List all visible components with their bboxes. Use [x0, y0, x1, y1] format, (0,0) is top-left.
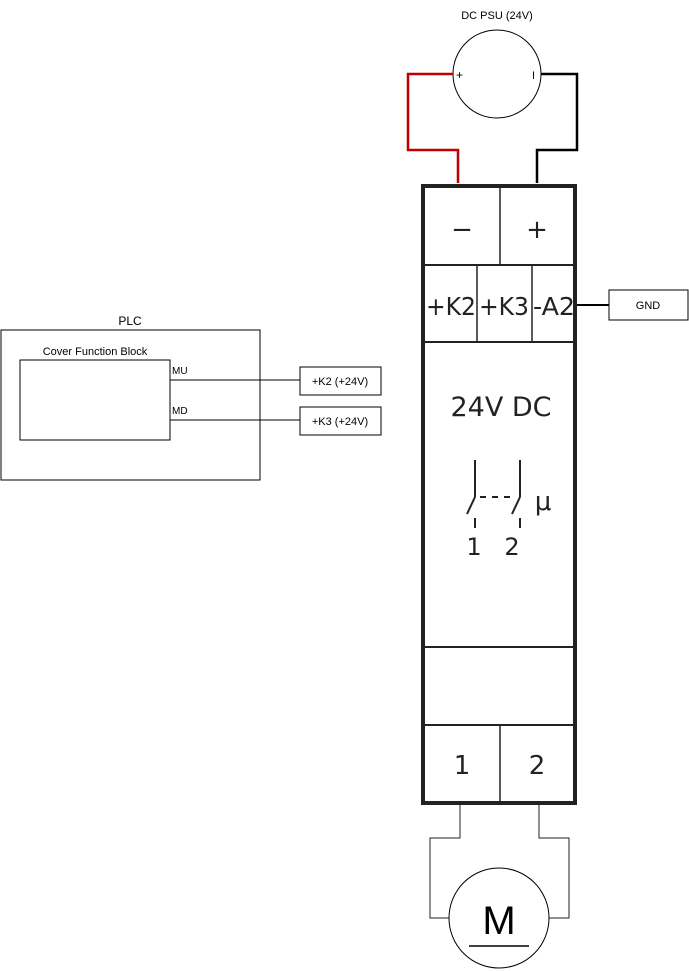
relay-contact-2-label: 2: [504, 533, 519, 561]
motor-wire-2: [538, 805, 570, 919]
motor-symbol: [448, 867, 550, 969]
positive-wire: [406, 72, 460, 183]
k3-tag: [299, 406, 382, 436]
relay-terminal-minus: −: [451, 215, 473, 245]
k3-tag-label: +K3 (+24V): [312, 416, 368, 428]
relay-contact-1-label: 1: [466, 533, 481, 561]
relay-voltage: 24V DC: [450, 392, 551, 423]
relay-contact-symbol: [466, 460, 521, 528]
gnd-tag: [608, 289, 689, 321]
relay-terminal-plus: +: [526, 215, 548, 245]
relay-input-a2: -A2: [533, 292, 575, 321]
relay-output-1: 1: [454, 751, 471, 781]
motor-wire-1: [429, 805, 461, 919]
plc-block-title: Cover Function Block: [43, 346, 148, 358]
relay-output-2: 2: [529, 751, 546, 781]
k2-tag: [299, 366, 382, 396]
output-mu-label: MU: [172, 366, 188, 377]
output-md-label: MD: [172, 406, 188, 417]
psu-symbol: [452, 29, 542, 119]
relay-input-k3: +K3: [479, 292, 529, 321]
negative-wire: [535, 72, 579, 183]
relay-mu-symbol: μ: [535, 487, 552, 517]
motor-label: M: [482, 899, 515, 943]
gnd-tag-label: GND: [636, 300, 661, 312]
relay-input-k2: +K2: [426, 292, 476, 321]
cover-function-block: [19, 359, 171, 441]
relay-module: [421, 184, 577, 805]
plc-title: PLC: [118, 314, 142, 328]
k2-tag-label: +K2 (+24V): [312, 376, 368, 388]
psu-minus-label: I: [532, 70, 535, 82]
psu-plus-label: +: [456, 68, 463, 82]
psu-title: DC PSU (24V): [461, 10, 533, 22]
